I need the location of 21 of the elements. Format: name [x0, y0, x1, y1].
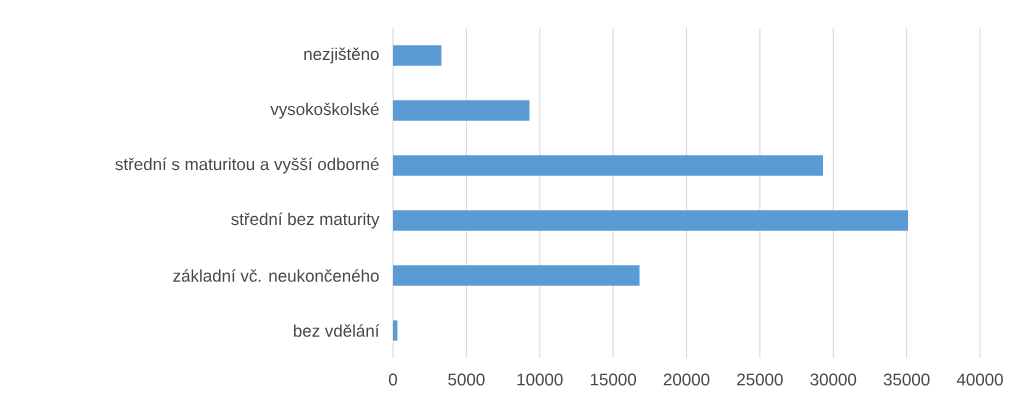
y-tick-label: vysokoškolské — [270, 102, 379, 119]
x-tick-label: 35000 — [883, 373, 930, 386]
y-tick-label: nezjištěno — [304, 47, 379, 64]
x-tick-label: 20000 — [663, 373, 710, 386]
bar — [393, 100, 530, 121]
x-tick-label: 30000 — [810, 373, 857, 386]
y-tick-label: střední bez maturity — [231, 212, 380, 229]
bar — [393, 265, 640, 286]
y-tick-label: základní vč. neukončeného — [173, 269, 379, 282]
bar — [393, 155, 823, 176]
y-tick-label: střední s maturitou a vyšší odborné — [115, 157, 379, 174]
y-tick-label: bez vdělání — [293, 324, 380, 337]
x-tick-label: 15000 — [590, 373, 637, 386]
x-tick-label: 25000 — [737, 373, 783, 386]
bar — [393, 210, 909, 231]
bar — [393, 45, 442, 66]
x-tick-label: 0 — [388, 373, 398, 386]
x-tick-label: 5000 — [448, 373, 485, 386]
bar — [393, 320, 398, 341]
x-tick-label: 10000 — [517, 373, 563, 386]
x-tick-label: 40000 — [956, 373, 1003, 386]
